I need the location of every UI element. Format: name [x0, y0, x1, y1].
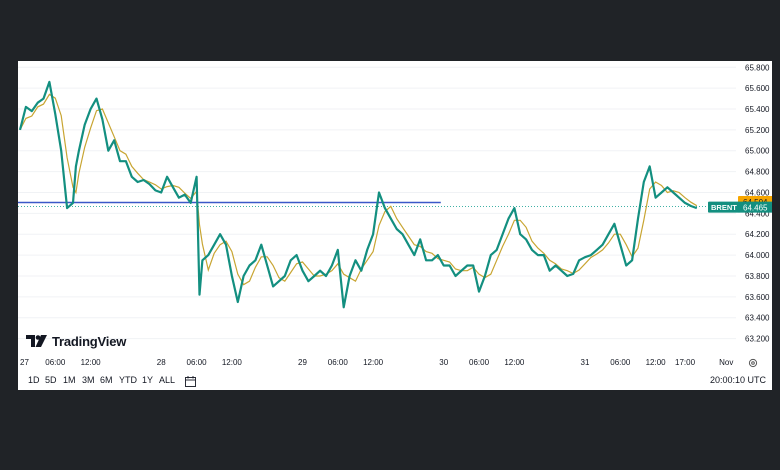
y-tick-label: 63.800	[745, 272, 770, 281]
y-tick-label: 64.000	[745, 251, 770, 260]
x-tick-label: 12:00	[81, 358, 102, 367]
timeframe-6m-button[interactable]: 6M	[100, 375, 113, 385]
calendar-range-icon[interactable]	[185, 376, 196, 387]
y-axis-labels: 63.200 63.400 63.600 63.800 64.000 64.200 64.4…	[745, 63, 770, 343]
y-tick-label: 65.600	[745, 84, 770, 93]
x-tick-label: 12:00	[363, 358, 384, 367]
x-tick-label: 27	[20, 358, 29, 367]
symbol-badge	[708, 201, 740, 213]
x-tick-label: 31	[581, 358, 590, 367]
brand-name: TradingView	[52, 333, 127, 349]
price-chart[interactable]: 63.200 63.400 63.600 63.800 64.000 64.200 64.4…	[18, 61, 772, 390]
y-tick-label: 65.200	[745, 126, 770, 135]
y-tick-label: 63.200	[745, 335, 770, 344]
y-tick-label: 63.600	[745, 293, 770, 302]
timeframe-toolbar: 1D 5D 1M 3M 6M YTD 1Y ALL 20:00:10 UTC	[18, 373, 772, 390]
x-tick-label: 06:00	[610, 358, 631, 367]
timeframe-all-button[interactable]: ALL	[159, 375, 176, 385]
y-tick-label: 64.600	[745, 188, 770, 197]
price-labels: 64.504 BRENT 64.465	[708, 195, 772, 213]
x-tick-label: 06:00	[45, 358, 66, 367]
last-price-badge	[738, 201, 772, 213]
timeframe-1y-button[interactable]: 1Y	[142, 375, 154, 385]
tradingview-logo[interactable]: TradingView	[26, 333, 126, 349]
x-tick-label: 12:00	[504, 358, 525, 367]
chart-panel: 63.200 63.400 63.600 63.800 64.000 64.200 64.4…	[18, 61, 772, 390]
y-tick-label: 65.000	[745, 147, 770, 156]
utc-clock: 20:00:10 UTC	[709, 375, 766, 385]
symbol-label: BRENT	[711, 203, 737, 212]
tradingview-logo-icon	[26, 335, 47, 347]
x-tick-label: 17:00	[675, 358, 696, 367]
x-tick-label: 12:00	[222, 358, 243, 367]
x-tick-label: 28	[157, 358, 166, 367]
timeframe-5d-button[interactable]: 5D	[45, 375, 57, 385]
x-tick-label: 06:00	[187, 358, 208, 367]
x-tick-label: 30	[439, 358, 448, 367]
x-tick-label: 06:00	[328, 358, 349, 367]
y-tick-label: 64.400	[745, 209, 770, 218]
moving-average-line	[19, 93, 698, 286]
timeframe-ytd-button[interactable]: YTD	[119, 375, 137, 385]
x-tick-label: 06:00	[469, 358, 490, 367]
last-price-label: 64.465	[743, 204, 768, 213]
timeframe-1m-button[interactable]: 1M	[63, 375, 76, 385]
y-tick-label: 63.400	[745, 314, 770, 323]
y-tick-label: 64.200	[745, 230, 770, 239]
y-tick-label: 64.800	[745, 168, 770, 177]
y-tick-label: 65.400	[745, 105, 770, 114]
x-axis-labels: 27 06:00 12:00 28 06:00 12:00 29 06:00 12:00 30 06…	[20, 358, 733, 367]
x-tick-label: 29	[298, 358, 307, 367]
x-tick-label: 12:00	[646, 358, 667, 367]
gear-icon[interactable]	[748, 358, 758, 368]
x-tick-label: Nov	[719, 358, 733, 367]
price-line[interactable]	[18, 80, 698, 309]
timeframe-3m-button[interactable]: 3M	[82, 375, 95, 385]
timeframe-1d-button[interactable]: 1D	[28, 375, 40, 385]
y-tick-label: 65.800	[745, 63, 770, 72]
